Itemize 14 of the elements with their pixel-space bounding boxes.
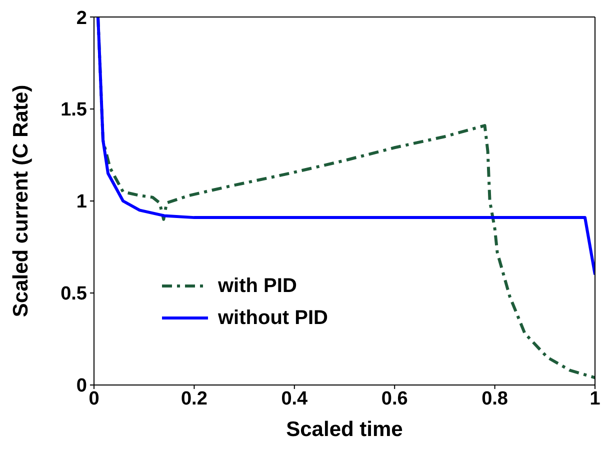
x-tick-label: 0.8 (482, 388, 508, 410)
legend-label: without PID (218, 306, 328, 330)
x-tick-label: 1 (590, 388, 601, 410)
x-tick-label: 0.4 (281, 388, 308, 410)
y-tick-label: 2 (76, 8, 87, 29)
y-tick-label: 1.5 (60, 100, 88, 121)
x-axis-title: Scaled time (286, 418, 403, 441)
legend-label: with PID (218, 274, 297, 298)
x-tick-label: 0.2 (180, 388, 208, 410)
y-tick-label: 0.5 (60, 284, 88, 305)
x-tick-label: 0.6 (381, 388, 408, 410)
y-axis-title: Scaled current (C Rate) (9, 84, 32, 318)
y-tick-label: 1 (76, 192, 88, 213)
line-series (96, 17, 595, 276)
